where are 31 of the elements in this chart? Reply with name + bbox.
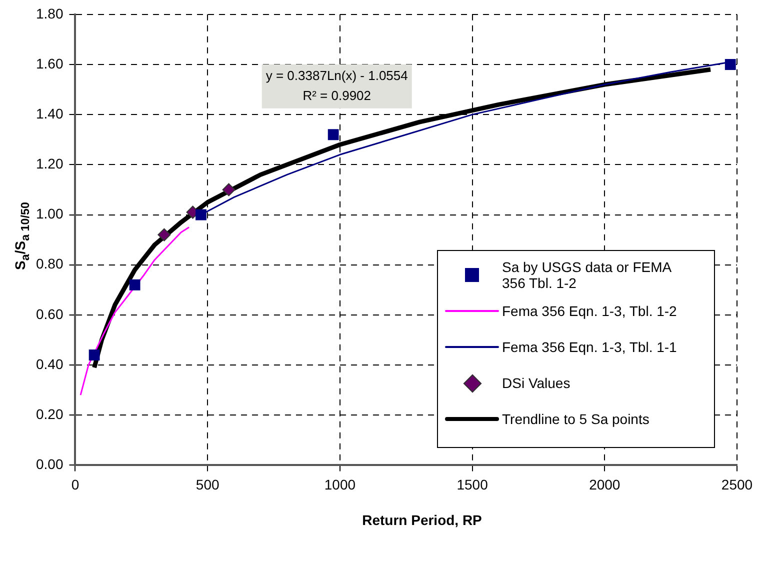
y-tick-label: 0.40 — [36, 356, 64, 372]
y-tick-label: 1.00 — [36, 206, 64, 222]
y-tick-label: 0.80 — [36, 256, 64, 272]
point — [88, 350, 100, 360]
annotation: y = 0.3387Ln(x) - 1.0554 — [266, 68, 408, 83]
legend-label: DSi Values — [502, 375, 572, 392]
y-tick-label: 1.20 — [36, 156, 64, 172]
legend-label: Sa by USGS data or FEMA 356 Tbl. 1-2 — [502, 259, 672, 292]
x-tick-label: 2500 — [721, 476, 753, 492]
y-tick-label: 0.00 — [36, 456, 64, 472]
x-tick-label: 500 — [196, 476, 220, 492]
x-tick-label: 2000 — [589, 476, 620, 492]
legend-label: Fema 356 Eqn. 1-3, Tbl. 1-1 — [502, 339, 678, 356]
legend-label: Fema 356 Eqn. 1-3, Tbl. 1-2 — [502, 303, 678, 320]
x-tick-label: 0 — [71, 476, 80, 492]
y-tick-label: 1.40 — [36, 105, 64, 122]
legend-label: Trendline to 5 Sa points — [502, 411, 650, 428]
y-tick-label: 1.60 — [36, 55, 64, 72]
point — [724, 59, 736, 70]
y-tick-label: 1.80 — [36, 5, 64, 22]
point — [328, 129, 339, 140]
y-tick-label: 0.60 — [36, 306, 64, 322]
point — [196, 209, 206, 220]
annotation: R² = 0.9902 — [302, 88, 372, 103]
x-tick-label: 1500 — [456, 476, 488, 492]
point — [158, 228, 171, 242]
x-tick-label: 1000 — [324, 476, 356, 492]
point — [129, 279, 140, 290]
y-tick-label: 0.20 — [36, 406, 64, 422]
point — [222, 183, 236, 196]
x-axis-title: Return Period, RP — [362, 512, 482, 528]
